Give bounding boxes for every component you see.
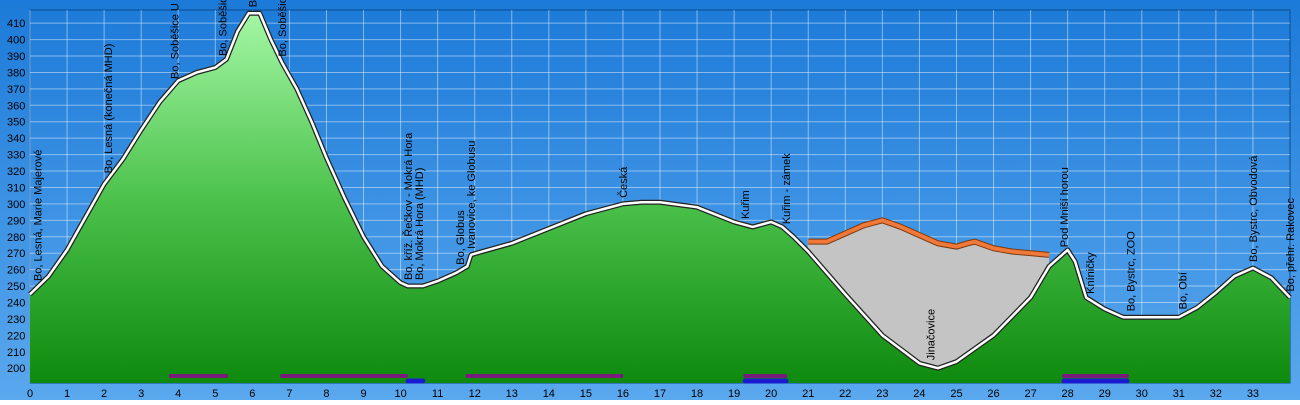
stop-label: Bo, Mokrá Hora (MHD) (414, 168, 426, 280)
x-tick-label: 22 (839, 388, 851, 400)
y-tick-label: 410 (7, 18, 25, 30)
stop-label: Bo, Soběšice (MHD) (218, 0, 230, 56)
y-tick-label: 300 (7, 199, 25, 211)
x-tick-label: 8 (323, 388, 329, 400)
x-tick-label: 13 (506, 388, 518, 400)
y-tick-label: 270 (7, 248, 25, 260)
x-tick-label: 9 (360, 388, 366, 400)
x-tick-label: 15 (580, 388, 592, 400)
x-tick-label: 14 (543, 388, 555, 400)
x-tick-label: 18 (691, 388, 703, 400)
y-tick-label: 250 (7, 281, 25, 293)
x-tick-label: 28 (1062, 388, 1074, 400)
x-tick-label: 32 (1210, 388, 1222, 400)
stop-label: Bo, Lesná (konečná MHD) (103, 44, 115, 174)
y-tick-label: 310 (7, 182, 25, 194)
x-tick-label: 21 (802, 388, 814, 400)
stop-label: Kuřim (740, 190, 752, 219)
stop-label: Bo, Globus (455, 210, 467, 265)
stop-label: Jinačovice (926, 309, 938, 360)
terrain-area (30, 13, 1290, 383)
x-tick-label: 19 (728, 388, 740, 400)
y-tick-label: 210 (7, 347, 25, 359)
stop-label: Bo, přehr. Rakovec (1285, 198, 1297, 292)
stop-label: Pod Mniší horou (1059, 167, 1071, 247)
stop-label: Kuřim - zámek (781, 153, 793, 224)
y-tick-label: 380 (7, 67, 25, 79)
x-tick-label: 16 (617, 388, 629, 400)
stop-label: Česká (617, 166, 630, 198)
x-tick-label: 25 (950, 388, 962, 400)
x-tick-label: 33 (1247, 388, 1259, 400)
y-tick-label: 350 (7, 117, 25, 129)
stop-label: Bo, Soběšice (MHD) (277, 0, 289, 57)
stop-label: Bo, Obí (1178, 272, 1190, 309)
x-tick-label: 27 (1024, 388, 1036, 400)
x-tick-label: 17 (654, 388, 666, 400)
x-tick-label: 24 (913, 388, 925, 400)
x-tick-label: 0 (27, 388, 33, 400)
reservoir-area (808, 220, 1050, 369)
stop-label: Bo, Soběšice U Vodárny (170, 0, 182, 79)
x-tick-label: 31 (1173, 388, 1185, 400)
x-tick-label: 30 (1136, 388, 1148, 400)
surface-line (808, 218, 1050, 257)
x-tick-label: 11 (432, 388, 443, 400)
y-tick-label: 360 (7, 100, 25, 112)
stop-label: Bo, Nad Soběšicemi (MHD) (247, 0, 259, 7)
stop-label: Ivanovice, ke Globusu (466, 141, 478, 249)
y-tick-label: 330 (7, 150, 25, 162)
x-tick-label: 20 (765, 388, 777, 400)
x-tick-label: 29 (1099, 388, 1111, 400)
y-tick-label: 230 (7, 314, 25, 326)
x-tick-label: 6 (249, 388, 255, 400)
stop-label: Bo, kříž. Řečkov - Mokrá Hora (402, 132, 415, 280)
x-tick-label: 3 (138, 388, 144, 400)
y-tick-label: 320 (7, 166, 25, 178)
stop-label: Bo, Lesná, Marie Majerové (32, 150, 44, 281)
x-tick-label: 2 (101, 388, 107, 400)
y-tick-label: 280 (7, 232, 25, 244)
y-tick-label: 260 (7, 265, 25, 277)
x-tick-label: 4 (175, 388, 181, 400)
x-tick-label: 1 (64, 388, 70, 400)
y-tick-label: 400 (7, 35, 25, 47)
y-tick-label: 370 (7, 84, 25, 96)
y-tick-label: 390 (7, 51, 25, 63)
x-tick-label: 12 (469, 388, 481, 400)
y-tick-label: 200 (7, 363, 25, 375)
stop-label: Bo, Bystrc, Obvodová (1248, 155, 1260, 262)
y-tick-label: 220 (7, 330, 25, 342)
y-tick-label: 340 (7, 133, 25, 145)
x-tick-label: 23 (876, 388, 888, 400)
profile-line (29, 12, 1291, 370)
y-tick-label: 290 (7, 215, 25, 227)
x-tick-label: 5 (212, 388, 218, 400)
x-tick-label: 10 (394, 388, 406, 400)
y-tick-label: 240 (7, 297, 25, 309)
x-tick-label: 7 (286, 388, 292, 400)
stop-label: Bo, Bystrc, ZOO (1126, 231, 1138, 312)
stop-label: Kníničky (1085, 252, 1097, 294)
x-tick-label: 26 (987, 388, 999, 400)
